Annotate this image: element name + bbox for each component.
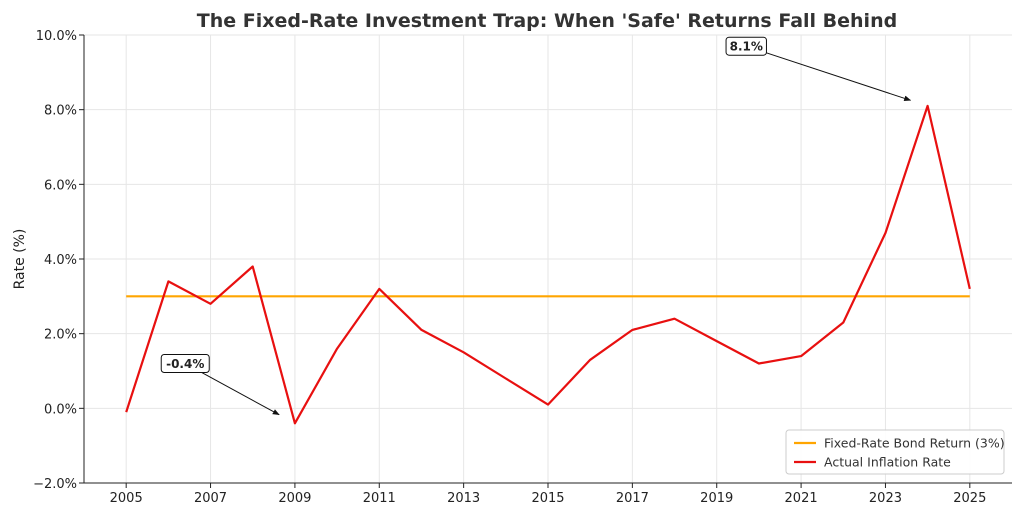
y-tick-label: 2.0% (44, 328, 77, 343)
x-tick-label: 2007 (194, 491, 227, 506)
x-tick-label: 2021 (785, 491, 818, 506)
annotations: -0.4% 8.1% (160, 36, 912, 416)
legend: Fixed-Rate Bond Return (3%) Actual Inflat… (785, 429, 1005, 475)
annotation-label: 8.1% (730, 40, 763, 54)
chart-title: The Fixed-Rate Investment Trap: When 'Sa… (197, 10, 897, 32)
annotation-arrow (759, 50, 912, 101)
y-tick-label: 4.0% (44, 253, 77, 268)
x-tick-label: 2015 (531, 491, 564, 506)
annotation-box (725, 36, 767, 56)
y-tick-label: 0.0% (44, 402, 77, 417)
x-tick-label: 2005 (110, 491, 143, 506)
axes: 2005 2007 2009 2011 2013 2015 2017 2019 2021 2023… (33, 29, 1012, 506)
legend-label: Fixed-Rate Bond Return (3%) (824, 436, 1005, 451)
x-tick-label: 2011 (363, 491, 396, 506)
x-tick-label: 2023 (869, 491, 902, 506)
y-tick-label: −2.0% (33, 477, 77, 492)
y-tick-label: 10.0% (36, 29, 77, 44)
x-tick-label: 2019 (700, 491, 733, 506)
annotation-arrow (197, 369, 280, 416)
y-tick-label: 8.0% (44, 104, 77, 119)
x-tick-label: 2025 (953, 491, 986, 506)
x-tick-label: 2013 (447, 491, 480, 506)
y-axis-label: Rate (%) (12, 229, 28, 290)
series-lines (125, 104, 971, 425)
y-tick-label: 6.0% (44, 178, 77, 193)
annotation-box (160, 354, 210, 374)
legend-box (785, 429, 1005, 475)
x-tick-label: 2009 (278, 491, 311, 506)
legend-label: Actual Inflation Rate (824, 455, 951, 470)
x-tick-label: 2017 (616, 491, 649, 506)
inflation-rate-line (125, 104, 971, 425)
annotation-label: -0.4% (166, 357, 204, 371)
